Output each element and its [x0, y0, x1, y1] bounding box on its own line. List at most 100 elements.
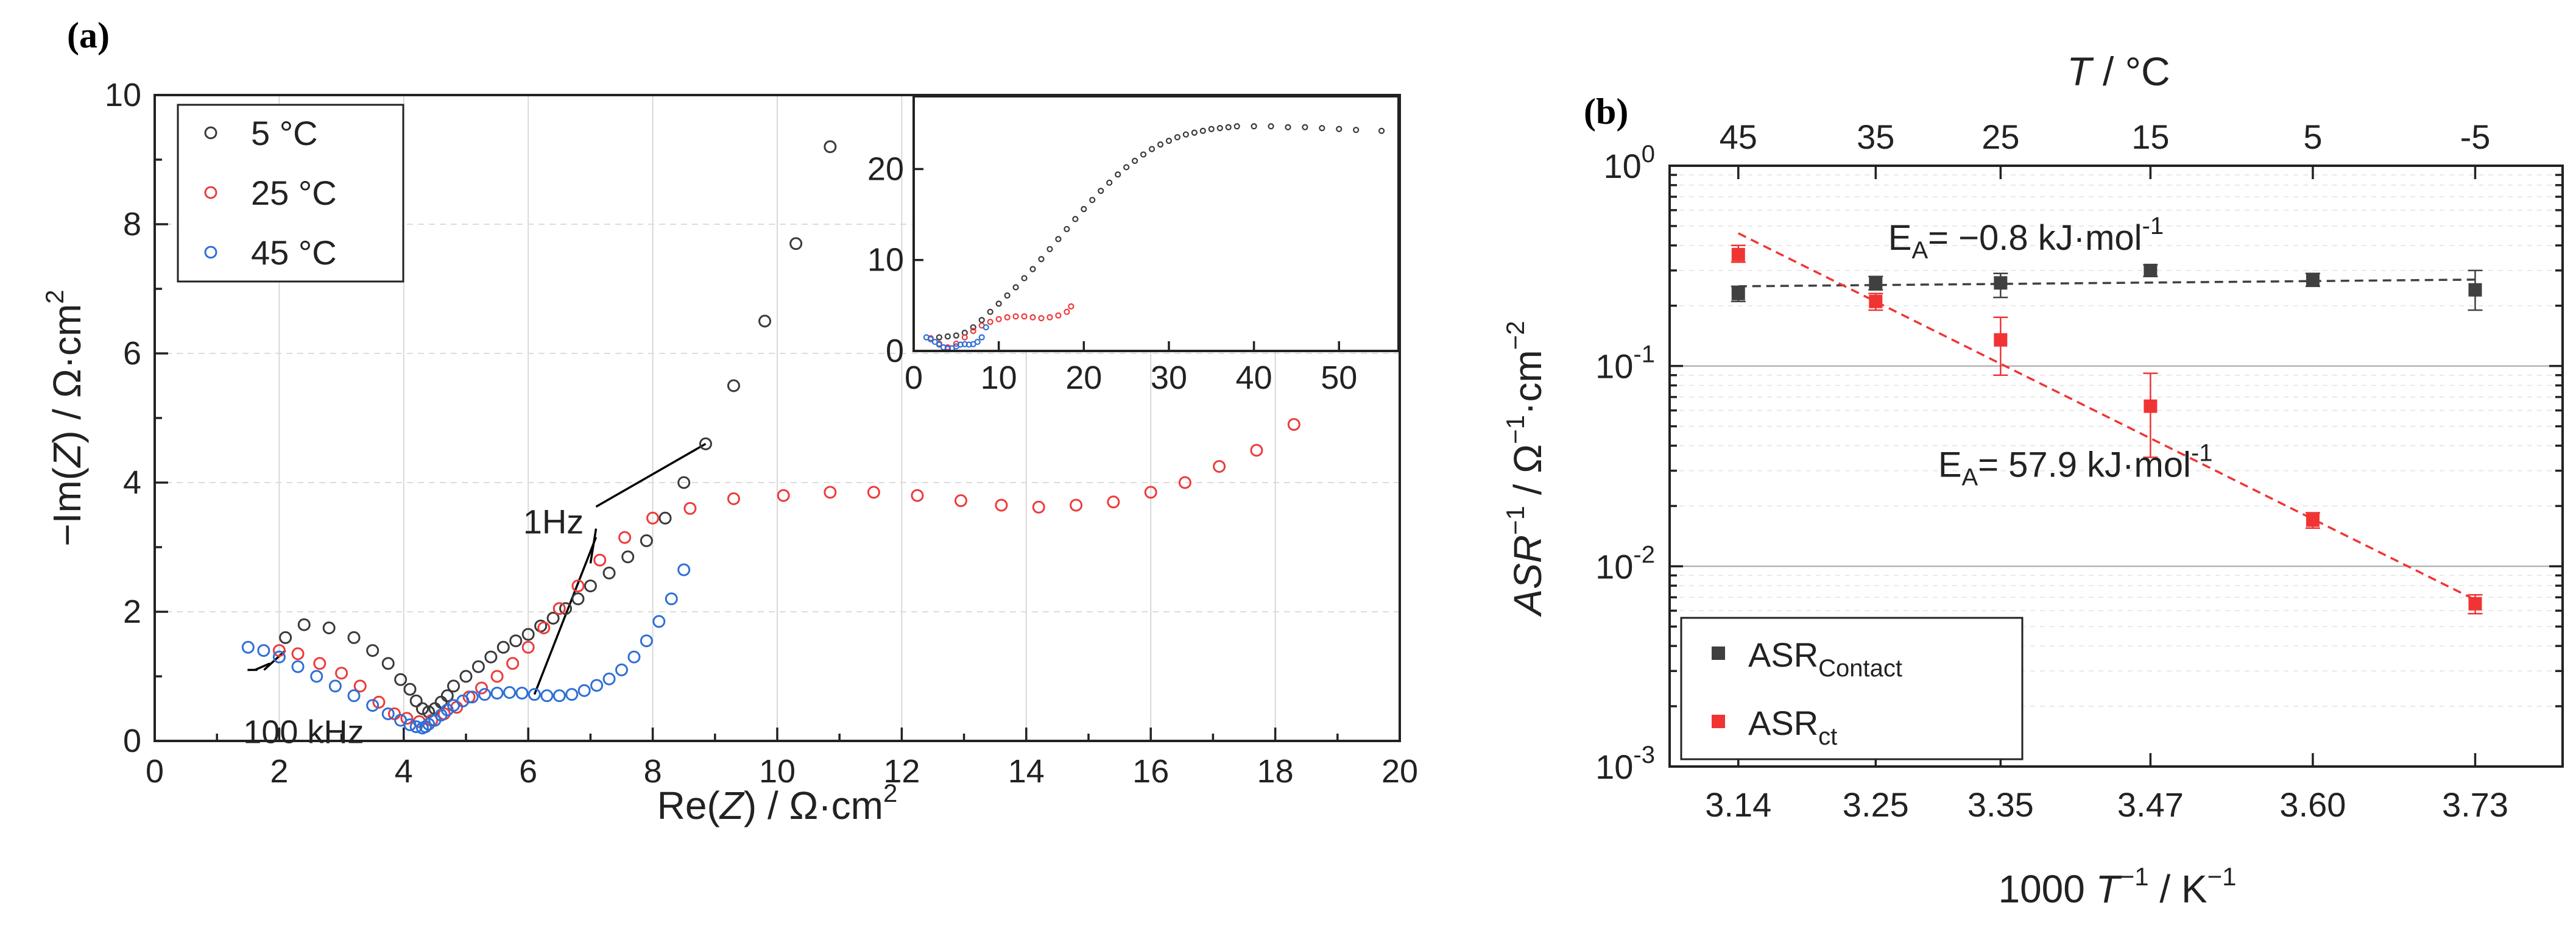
a-data-point	[291, 647, 305, 661]
a-data-point	[621, 550, 635, 564]
b-top-tick-label: 35	[1857, 118, 1894, 156]
inset-data-point	[1055, 236, 1062, 243]
a-data-point	[677, 563, 691, 576]
a-y-tick-label: 2	[123, 593, 141, 630]
a-data-point	[521, 628, 535, 641]
inset-data-point	[1157, 141, 1164, 148]
a-data-point	[995, 498, 1008, 512]
inset-x-tick-label: 50	[1321, 360, 1357, 396]
a-data-point	[954, 494, 967, 508]
b-fit-line	[1738, 278, 2475, 288]
panel-b-top-axis-label: T / °C	[2067, 49, 2170, 94]
legend-marker-asr-contact	[1712, 646, 1725, 660]
inset-data-point	[987, 308, 993, 315]
a-data-point	[422, 705, 436, 718]
a-data-point	[328, 679, 342, 693]
a-data-point	[297, 618, 311, 631]
panel-a-y-tick-labels: 0 2 4 6 8 10	[105, 77, 141, 759]
a-data-point	[506, 657, 520, 670]
a-data-point	[422, 717, 436, 731]
inset-data-point	[1021, 313, 1028, 320]
b-top-tick-label: -5	[2460, 118, 2491, 156]
b-x-tick-label: 3.73	[2442, 785, 2508, 824]
panel-a-legend: 5 °C 25 °C 45 °C	[177, 104, 404, 283]
inset-data-point	[1098, 188, 1104, 194]
legend-label-asr-contact: ASRContact	[1748, 636, 1902, 682]
inset-data-point	[987, 319, 993, 325]
a-data-point	[699, 437, 712, 450]
a-data-point	[593, 553, 607, 567]
inset-data-point	[1068, 303, 1075, 310]
inset-data-point	[1140, 151, 1147, 158]
a-data-point	[366, 699, 379, 712]
a-data-point	[347, 689, 361, 703]
inset-data-point	[974, 338, 981, 345]
b-data-point	[2306, 513, 2320, 527]
inset-x-tick-label: 30	[1151, 360, 1187, 396]
a-data-point	[353, 679, 367, 693]
inset-data-point	[1046, 246, 1053, 252]
b-data-point	[1731, 247, 1745, 261]
b-data-point	[1994, 333, 2008, 347]
a-data-point	[565, 688, 579, 701]
legend-marker-asr-ct	[1712, 715, 1725, 728]
a-data-point	[652, 615, 666, 628]
inset-data-point	[1038, 256, 1045, 263]
b-data-point	[1994, 276, 2008, 290]
inset-data-point	[944, 333, 951, 340]
a-data-point	[257, 644, 270, 657]
a-x-tick-label: 10	[759, 753, 796, 790]
inset-data-point	[995, 300, 1002, 307]
a-data-point	[372, 695, 386, 709]
b-data-point	[2306, 272, 2320, 286]
a-data-point	[577, 684, 591, 697]
panel-a-plot-frame	[154, 94, 1401, 742]
inset-data-point	[1046, 314, 1053, 321]
panel-b-label: (b)	[1584, 91, 1628, 132]
b-data-point	[1869, 276, 1883, 290]
inset-data-point	[1268, 123, 1274, 130]
a-data-point	[419, 720, 432, 734]
a-data-point	[824, 486, 837, 499]
a-data-point	[789, 237, 803, 250]
inset-data-point	[1182, 131, 1189, 138]
inset-data-point	[1064, 308, 1070, 315]
panel-a-x-axis-label: Re(Z) / Ω·cm2	[657, 779, 898, 827]
a-data-point	[758, 314, 772, 328]
a-y-tick-label: 0	[123, 723, 141, 759]
inset-data-point	[1072, 216, 1079, 222]
a-data-point	[1032, 500, 1045, 514]
inset-data-point	[970, 328, 976, 335]
panel-b-x-axis-label: 1000 T−1 / K−1	[1998, 862, 2236, 911]
inset-data-point	[1251, 123, 1257, 130]
b-x-tick-label: 3.35	[1967, 785, 2034, 824]
a-data-point	[241, 640, 255, 654]
b-data-point	[2144, 263, 2158, 277]
a-data-point	[537, 622, 551, 634]
a-data-point	[381, 657, 395, 670]
inset-data-point	[931, 338, 939, 345]
inset-data-points	[923, 123, 1385, 352]
inset-data-point	[1199, 127, 1206, 134]
inset-data-point	[1004, 292, 1011, 299]
b-x-tick-label: 3.60	[2279, 785, 2346, 824]
a-data-point	[540, 689, 554, 703]
inset-data-point	[1021, 275, 1028, 282]
a-data-point	[366, 644, 379, 657]
legend-label-asr-ct: ASRct	[1748, 704, 1837, 750]
annotation-leader-line	[595, 442, 707, 508]
panel-b-legend-box	[1680, 617, 2024, 760]
panel-b-top-tick-labels: 45 35 25 15 5 -5	[1720, 118, 2491, 156]
inset-data-point	[1319, 125, 1325, 132]
b-data-point	[2468, 597, 2482, 611]
legend-label-25c: 25 °C	[251, 174, 337, 212]
a-x-tick-label: 12	[883, 753, 920, 790]
a-x-tick-label: 14	[1008, 753, 1045, 790]
inset-data-point	[1378, 127, 1385, 134]
a-data-point	[824, 140, 837, 154]
inset-data-point	[1148, 146, 1156, 152]
panel-b-error-bars	[1731, 244, 2483, 615]
panel-b-legend: ASRContact ASRct	[1680, 617, 2024, 760]
a-data-point	[602, 672, 616, 685]
